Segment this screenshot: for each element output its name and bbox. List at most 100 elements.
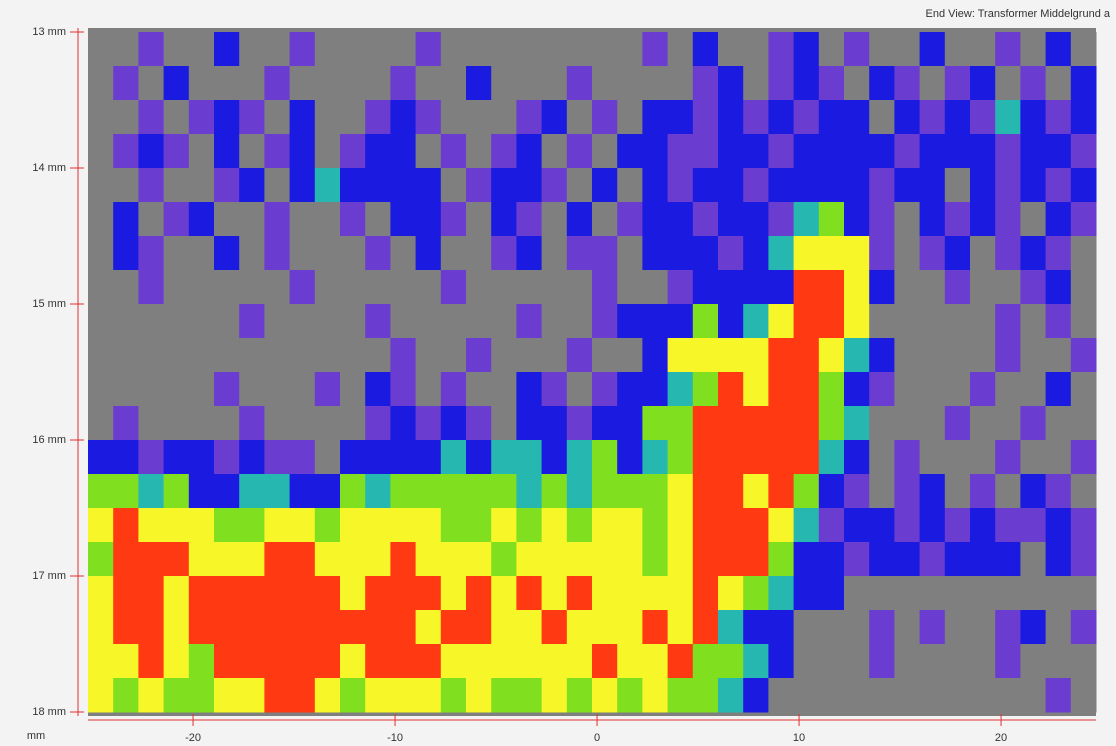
heatmap-cell (1020, 576, 1047, 611)
heatmap-cell (289, 406, 316, 441)
heatmap-cell (718, 66, 744, 101)
heatmap-cell (869, 100, 895, 135)
heatmap-cell (768, 508, 795, 543)
heatmap-cell (642, 610, 669, 645)
heatmap-cell (894, 542, 921, 577)
heatmap-cell (466, 372, 492, 407)
heatmap-cell (642, 100, 669, 135)
heatmap-cell (894, 270, 921, 305)
heatmap-cell (415, 542, 442, 577)
heatmap-cell (138, 542, 165, 577)
heatmap-cell (995, 66, 1021, 101)
heatmap-cell (692, 644, 719, 679)
heatmap-cell (1020, 644, 1047, 679)
heatmap-cell (541, 202, 568, 237)
heatmap-cell (415, 32, 442, 67)
heatmap-cell (188, 644, 215, 679)
heatmap-cell (390, 236, 417, 271)
heatmap-cell (113, 270, 139, 305)
heatmap-cell (768, 542, 795, 577)
heatmap-cell (138, 202, 165, 237)
heatmap-cell (869, 406, 895, 441)
heatmap-cell (818, 100, 845, 135)
heatmap-cell (113, 440, 139, 475)
heatmap-cell (642, 32, 669, 67)
heatmap-cell (440, 304, 467, 339)
heatmap-cell (1045, 542, 1072, 577)
heatmap-cell (566, 66, 593, 101)
heatmap-cell (163, 508, 190, 543)
heatmap-cell (768, 304, 795, 339)
heatmap-cell (944, 576, 971, 611)
heatmap-cell (642, 576, 669, 611)
heatmap-cell (894, 576, 921, 611)
heatmap-cell (314, 508, 341, 543)
heatmap-cell (239, 474, 265, 509)
heatmap-cell (718, 100, 744, 135)
heatmap-cell (289, 644, 316, 679)
heatmap-cell (491, 678, 517, 713)
heatmap-cell (163, 270, 190, 305)
heatmap-cell (214, 508, 240, 543)
heatmap-cell (818, 610, 845, 645)
heatmap-cell (466, 100, 492, 135)
heatmap-cell (718, 542, 744, 577)
heatmap-cell (466, 406, 492, 441)
heatmap-cell (491, 508, 517, 543)
heatmap-cell (113, 542, 139, 577)
heatmap-cell (642, 644, 669, 679)
heatmap-cell (516, 542, 543, 577)
heatmap-cell (970, 168, 996, 203)
heatmap-cell (340, 678, 366, 713)
heatmap-cell (970, 508, 996, 543)
heatmap-cell (894, 440, 921, 475)
heatmap-cell (768, 66, 795, 101)
heatmap-cell (541, 576, 568, 611)
heatmap-cell (592, 338, 618, 373)
heatmap-cell (743, 168, 769, 203)
heatmap-cell (818, 542, 845, 577)
heatmap-cell (466, 338, 492, 373)
heatmap-cell (919, 644, 946, 679)
heatmap-cell (1020, 406, 1047, 441)
heatmap-cell (289, 338, 316, 373)
heatmap-cell (88, 338, 114, 373)
heatmap-cell (239, 576, 265, 611)
heatmap-cell (491, 134, 517, 169)
heatmap-cell (1045, 372, 1072, 407)
heatmap-cell (592, 372, 618, 407)
heatmap-cell (239, 270, 265, 305)
heatmap-cell (214, 202, 240, 237)
heatmap-cell (390, 270, 417, 305)
heatmap-cell (163, 678, 190, 713)
heatmap-cell (667, 270, 694, 305)
heatmap-cell (163, 610, 190, 645)
heatmap-cell (188, 134, 215, 169)
heatmap-cell (440, 542, 467, 577)
heatmap-cell (239, 202, 265, 237)
heatmap-cell (541, 508, 568, 543)
heatmap-cell (667, 610, 694, 645)
heatmap-cell (163, 32, 190, 67)
heatmap-cell (894, 508, 921, 543)
heatmap-cell (1045, 508, 1072, 543)
heatmap-cell (995, 168, 1021, 203)
heatmap-cell (793, 474, 820, 509)
heatmap-cell (970, 542, 996, 577)
heatmap-cell (516, 304, 543, 339)
heatmap-cell (566, 202, 593, 237)
heatmap-cell (768, 474, 795, 509)
heatmap-cell (869, 678, 895, 713)
heatmap-cell (995, 304, 1021, 339)
heatmap-cell (516, 610, 543, 645)
heatmap-cell (692, 372, 719, 407)
heatmap-cell (88, 576, 114, 611)
heatmap-cell (995, 406, 1021, 441)
heatmap-cell (919, 202, 946, 237)
heatmap-cell (113, 508, 139, 543)
heatmap-cell (88, 372, 114, 407)
heatmap-cell (793, 542, 820, 577)
heatmap-cell (944, 372, 971, 407)
heatmap-cell (919, 66, 946, 101)
heatmap-cell (592, 406, 618, 441)
